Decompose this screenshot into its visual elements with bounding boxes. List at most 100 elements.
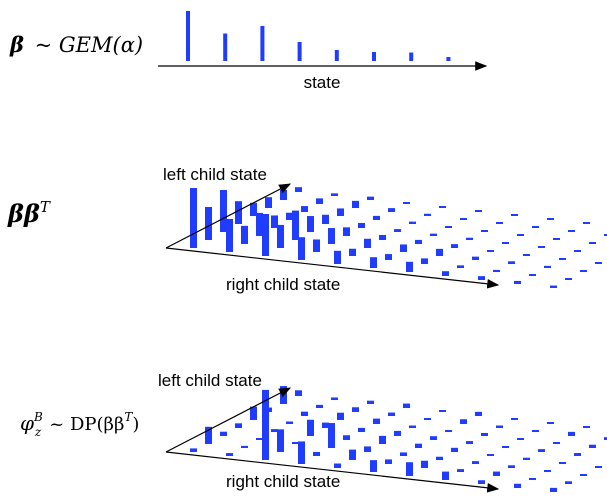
grid-bar <box>559 258 566 260</box>
grid-bar <box>262 214 269 256</box>
grid-bar <box>331 193 338 196</box>
grid-bar <box>385 254 392 260</box>
grid-bar <box>364 238 371 248</box>
grid-bar <box>604 234 607 236</box>
grid-bar <box>424 213 431 216</box>
gem-stick <box>223 33 228 61</box>
grid-bar <box>358 222 365 228</box>
grid-bar <box>514 483 521 488</box>
grid-bar <box>457 469 464 472</box>
gem-formula: β ~ GEM(α) <box>9 32 143 57</box>
beta-symbol: β <box>9 32 24 57</box>
grid-bar <box>406 462 413 476</box>
dp-formula-sup: T <box>124 410 133 424</box>
grid-bar <box>328 228 335 244</box>
grid-bar <box>226 219 233 252</box>
grid-bar <box>460 218 467 220</box>
grid-bar <box>349 449 356 460</box>
grid-bar <box>220 190 227 232</box>
grid-bar <box>583 426 590 428</box>
grid-bar <box>277 429 284 452</box>
grid-bar <box>451 447 458 452</box>
grid-bar <box>538 449 545 452</box>
grid-bar <box>301 411 308 416</box>
grid-bar <box>544 265 551 268</box>
grid-bar <box>265 197 272 208</box>
grid-bar <box>280 189 287 200</box>
grid-bar <box>496 222 503 224</box>
grid-bar <box>298 441 305 464</box>
grid-bar <box>580 270 587 272</box>
grid-bar <box>349 248 356 256</box>
grid-bar <box>481 432 488 436</box>
grid-bar <box>502 242 509 244</box>
grid-bar <box>373 418 380 424</box>
panel-dp-sample: φB z ~ DP(ββT) left child state right chil… <box>20 371 607 493</box>
grid-bar <box>388 412 395 416</box>
dp-sample-bar-grid <box>190 386 607 492</box>
right-child-axis-label: right child state <box>226 275 340 294</box>
gem-stick <box>409 52 414 61</box>
grid-bar <box>379 234 386 240</box>
grid-bar <box>250 406 257 420</box>
grid-bar <box>508 261 515 264</box>
grid-bar <box>514 280 521 284</box>
grid-bar <box>256 212 263 236</box>
grid-bar <box>472 256 479 260</box>
grid-bar <box>394 430 401 436</box>
grid-bar <box>388 208 395 212</box>
grid-bar <box>574 250 581 252</box>
grid-bar <box>442 271 449 276</box>
grid-bar <box>502 446 509 448</box>
grid-bar <box>436 456 443 460</box>
grid-bar <box>385 459 392 464</box>
grid-bar <box>589 444 596 448</box>
outer-product-symbol: ββ <box>7 199 40 228</box>
grid-bar <box>205 426 212 444</box>
grid-bar <box>307 419 314 436</box>
grid-bar <box>511 214 518 216</box>
grid-bar <box>493 471 500 476</box>
grid-bar <box>400 452 407 456</box>
grid-bar <box>370 460 377 472</box>
grid-bar <box>322 214 329 224</box>
grid-bar <box>403 403 410 408</box>
grid-bar <box>271 215 278 228</box>
gem-stick <box>372 52 376 61</box>
grid-bar <box>442 471 449 480</box>
grid-bar <box>553 238 560 240</box>
grid-bar <box>478 480 485 484</box>
grid-bar <box>379 435 386 444</box>
grid-bar <box>352 200 359 208</box>
outer-product-bar-grid <box>190 187 607 288</box>
grid-bar <box>568 230 575 232</box>
grid-bar <box>313 239 320 252</box>
grid-bar <box>235 423 242 428</box>
grid-bar <box>394 229 401 232</box>
grid-bar <box>439 206 446 208</box>
grid-bar <box>457 265 464 268</box>
grid-bar <box>481 230 488 232</box>
grid-bar <box>220 431 227 436</box>
grid-bar <box>334 250 341 264</box>
right-child-axis <box>165 247 500 289</box>
grid-bar <box>241 225 248 244</box>
grid-bar <box>511 418 518 420</box>
grid-bar <box>460 419 467 424</box>
grid-bar <box>403 202 410 204</box>
grid-bar <box>256 438 263 440</box>
grid-bar <box>295 390 302 396</box>
grid-bar <box>604 437 607 440</box>
grid-bar <box>451 244 458 248</box>
grid-bar <box>337 412 344 420</box>
grid-bar <box>301 206 308 212</box>
grid-bar <box>352 407 359 412</box>
grid-bar <box>343 435 350 440</box>
grid-bar <box>307 216 314 232</box>
grid-bar <box>430 233 437 236</box>
grid-bar <box>271 429 278 432</box>
grid-bar <box>298 237 305 260</box>
grid-bar <box>475 411 482 416</box>
grid-bar <box>475 210 482 212</box>
